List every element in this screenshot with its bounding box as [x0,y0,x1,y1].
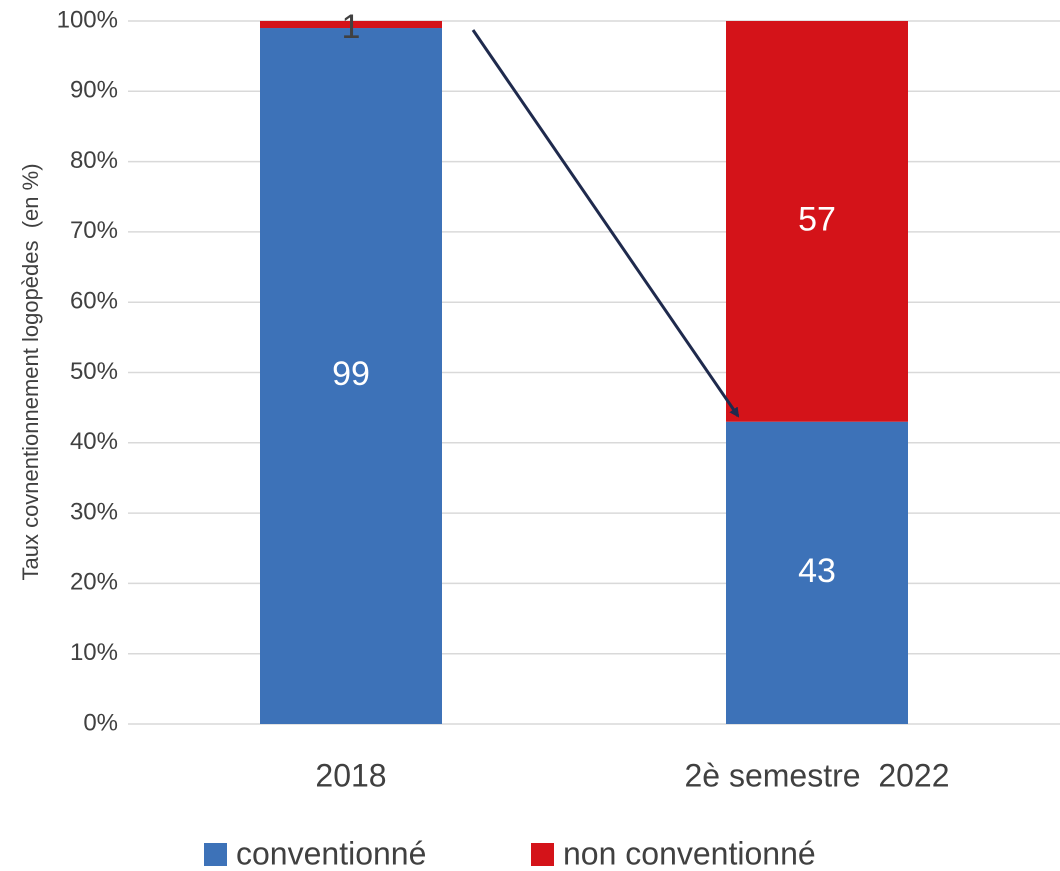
bar-segment [260,28,442,724]
data-label: 99 [332,355,370,393]
bar-segment [726,21,908,422]
arrow [471,29,740,418]
bars [260,21,908,724]
y-axis-label: Taux covnentionnement logopèdes (en %) [18,163,43,580]
labels: 0% 10% 20% 30% 40% 50% 60% 70% 80% 90% 100% 2018 99 1… [57,6,950,871]
data-label: 43 [798,552,836,590]
legend-label: non conventionné [563,835,816,871]
legend-swatch [204,843,227,866]
y-tick-label: 80% [70,147,118,174]
bar-segment [726,421,908,724]
legend-swatch [531,843,554,866]
data-label: 57 [798,200,836,238]
y-tick-label: 20% [70,569,118,596]
x-tick-label: 2018 [315,757,386,793]
y-tick-label: 30% [70,498,118,525]
data-label: 1 [342,8,361,46]
y-tick-label: 10% [70,639,118,666]
y-tick-label: 70% [70,217,118,244]
y-tick-label: 50% [70,358,118,385]
legend-label: conventionné [236,835,426,871]
y-tick-label: 100% [57,6,118,33]
x-tick-label: 2è semestre 2022 [684,757,949,793]
y-tick-label: 60% [70,288,118,315]
bar-segment [260,21,442,29]
y-tick-label: 90% [70,77,118,104]
y-tick-label: 0% [83,709,118,736]
y-tick-label: 40% [70,428,118,455]
